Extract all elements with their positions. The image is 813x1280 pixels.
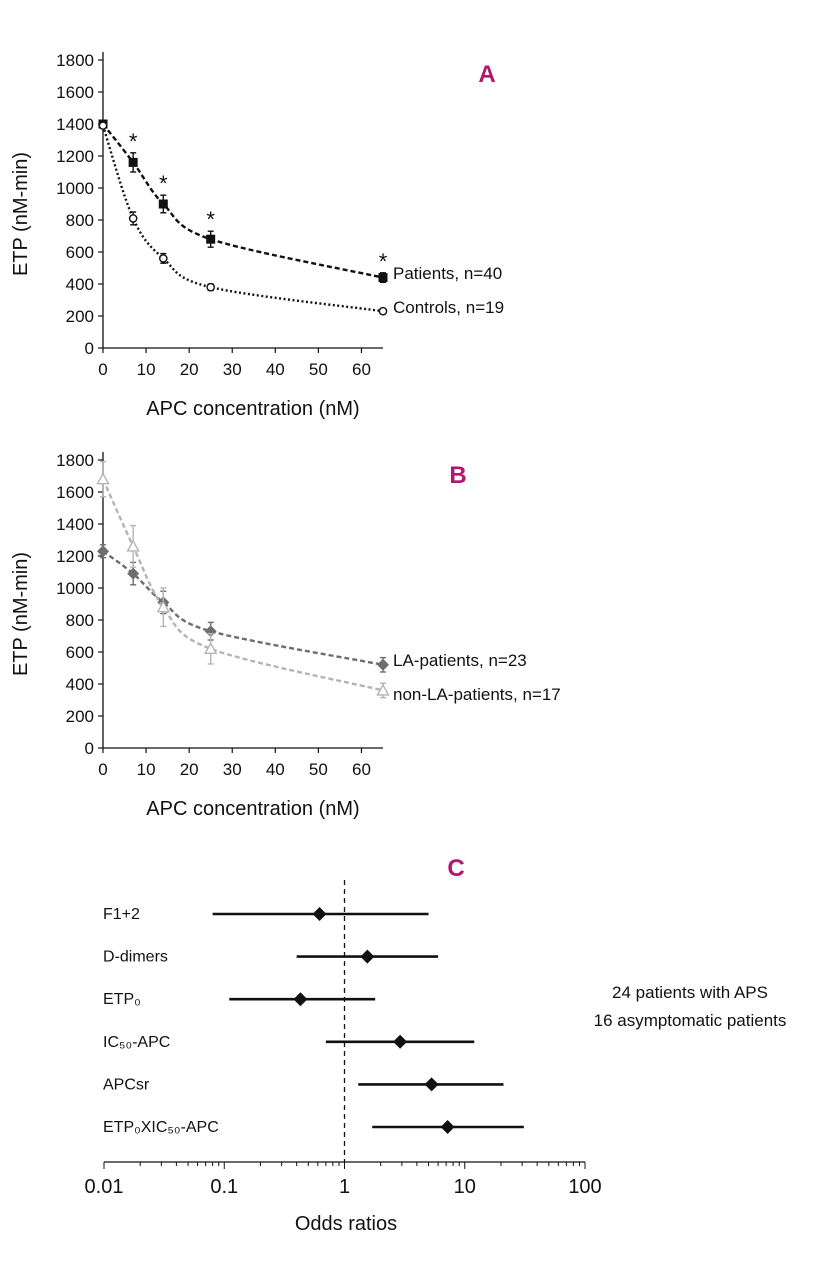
data-point [159, 254, 168, 263]
panel-letter: A [478, 61, 495, 88]
row-label: IC₅₀-APC [103, 1034, 170, 1051]
series-line [101, 125, 384, 313]
x-tick-label: 20 [180, 760, 199, 779]
y-tick-label: 1200 [56, 547, 94, 566]
series-line [102, 123, 384, 279]
significance-marker: * [159, 171, 168, 196]
odds-ratio-point [424, 1077, 439, 1092]
panel-letter: B [449, 462, 466, 489]
x-tick-label: 10 [454, 1176, 476, 1198]
y-tick-label: 400 [66, 275, 94, 294]
x-tick-label: 30 [223, 760, 242, 779]
y-tick-label: 1000 [56, 179, 94, 198]
x-tick-label: 10 [137, 760, 156, 779]
y-tick-label: 1400 [56, 515, 94, 534]
data-point [378, 273, 388, 283]
x-axis-label: APC concentration (nM) [146, 798, 359, 820]
x-tick-label: 50 [309, 760, 328, 779]
x-tick-label: 0.01 [85, 1176, 124, 1198]
data-point [128, 157, 138, 167]
x-tick-label: 60 [352, 360, 371, 379]
row-label: ETP₀ [103, 991, 141, 1008]
x-tick-label: 60 [352, 760, 371, 779]
y-tick-label: 0 [85, 739, 94, 758]
significance-marker: * [206, 207, 215, 232]
odds-ratio-point [293, 992, 308, 1007]
significance-marker: * [379, 249, 388, 274]
legend-label: non-LA-patients, n=17 [393, 685, 561, 704]
row-label: APCsr [103, 1076, 150, 1093]
annotation-text: 16 asymptomatic patients [594, 1011, 787, 1030]
x-tick-label: 0 [98, 760, 107, 779]
x-tick-label: 40 [266, 760, 285, 779]
y-tick-label: 0 [85, 339, 94, 358]
panel-c-forest-plot: C 0.01 0.1 1 10 100 Odds ratios F1+2 D-dimers ETP… [85, 855, 787, 1235]
odds-ratio-point [440, 1120, 455, 1134]
data-point [96, 472, 110, 485]
y-tick-label: 1600 [56, 83, 94, 102]
legend-label: Controls, n=19 [393, 298, 504, 317]
data-point [378, 306, 388, 316]
x-axis-label: APC concentration (nM) [146, 398, 359, 420]
data-point [97, 545, 109, 558]
y-tick-label: 1800 [56, 451, 94, 470]
y-axis-label: ETP (nM-min) [10, 552, 32, 676]
data-point [377, 658, 389, 671]
x-tick-label: 50 [309, 360, 328, 379]
series-line [102, 550, 384, 666]
data-point [158, 199, 168, 209]
annotation-text: 24 patients with APS [612, 983, 768, 1002]
y-tick-label: 1800 [56, 51, 94, 70]
odds-ratio-point [393, 1034, 408, 1049]
y-tick-label: 1000 [56, 579, 94, 598]
data-point [127, 567, 140, 580]
y-axis-label: ETP (nM-min) [10, 152, 32, 276]
x-tick-label: 20 [180, 360, 199, 379]
data-point [156, 600, 170, 613]
data-point [126, 539, 140, 552]
row-label: ETP₀XIC₅₀-APC [103, 1119, 219, 1136]
data-point [204, 641, 218, 654]
row-label: F1+2 [103, 906, 140, 923]
x-tick-label: 40 [266, 360, 285, 379]
data-point [206, 234, 216, 244]
y-tick-label: 1600 [56, 483, 94, 502]
data-point [376, 683, 390, 696]
significance-marker: * [129, 129, 138, 154]
panel-a-chart: 0 200 400 600 800 1000 1200 1400 1600 1800 0 10 20 30… [10, 51, 504, 420]
row-label: D-dimers [103, 949, 168, 966]
x-tick-label: 100 [568, 1176, 601, 1198]
data-point [98, 121, 108, 130]
y-tick-label: 800 [66, 611, 94, 630]
x-tick-label: 10 [137, 360, 156, 379]
data-point [128, 214, 138, 223]
panel-letter: C [447, 855, 464, 882]
odds-ratio-point [360, 949, 375, 964]
y-tick-label: 200 [66, 307, 94, 326]
y-tick-label: 1200 [56, 147, 94, 166]
x-axis-label: Odds ratios [295, 1213, 397, 1235]
y-tick-label: 200 [66, 707, 94, 726]
panel-b-chart: 0 200 400 600 800 1000 1200 1400 1600 1800 0 10 20 30… [10, 451, 561, 820]
series-line [101, 478, 384, 692]
x-tick-label: 0 [98, 360, 107, 379]
data-point [206, 282, 215, 292]
odds-ratio-point [312, 907, 327, 921]
x-tick-label: 0.1 [210, 1176, 238, 1198]
y-tick-label: 1400 [56, 115, 94, 134]
y-tick-label: 800 [66, 211, 94, 230]
legend-label: Patients, n=40 [393, 264, 502, 283]
x-tick-label: 30 [223, 360, 242, 379]
y-tick-label: 600 [66, 243, 94, 262]
x-tick-label: 1 [339, 1176, 350, 1198]
y-tick-label: 400 [66, 675, 94, 694]
legend-label: LA-patients, n=23 [393, 651, 527, 670]
y-tick-label: 600 [66, 643, 94, 662]
